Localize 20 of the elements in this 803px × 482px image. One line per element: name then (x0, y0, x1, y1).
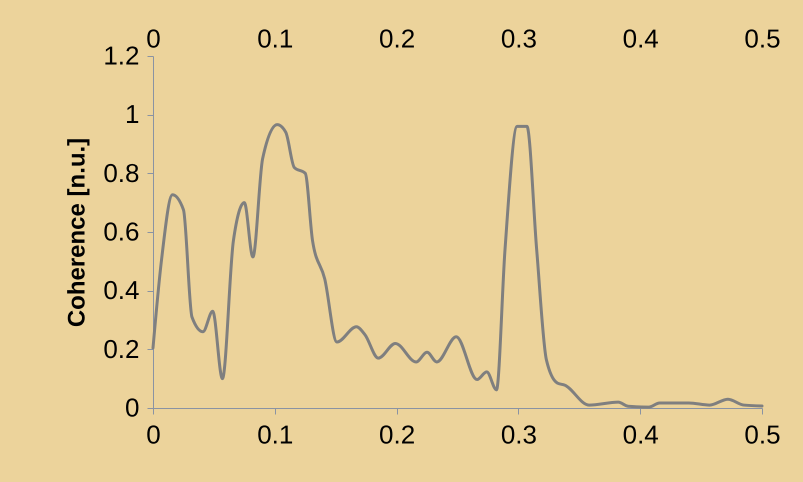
x-tick-label: 0.2 (379, 24, 416, 54)
x2-tick-label: 0 (146, 420, 161, 450)
x2-tick-label: 0.4 (622, 420, 659, 450)
x2-tick-label: 0.3 (500, 420, 537, 450)
x2-tick-label: 0.1 (257, 420, 294, 450)
x2-tick-label: 0.2 (379, 420, 416, 450)
x-tick-label: 0.5 (744, 24, 781, 54)
x-tick-label: 0.3 (500, 24, 537, 54)
x-tick-label: 0.1 (257, 24, 294, 54)
y-tick-label: 0 (125, 392, 140, 422)
y-tick-label: 0.4 (103, 275, 140, 306)
y-tick-label: 1.2 (103, 40, 140, 70)
x-tick-label: 0.4 (622, 24, 659, 54)
y-tick-label: 0.6 (103, 216, 140, 246)
y-tick-label: 0.8 (103, 158, 140, 188)
x-tick-label: 0 (146, 24, 161, 54)
x2-tick-label: 0.5 (744, 420, 781, 450)
y-axis-title: Coherence [n.u.] (63, 138, 90, 328)
y-tick-label: 1 (125, 99, 140, 130)
y-tick-label: 0.2 (103, 334, 140, 364)
